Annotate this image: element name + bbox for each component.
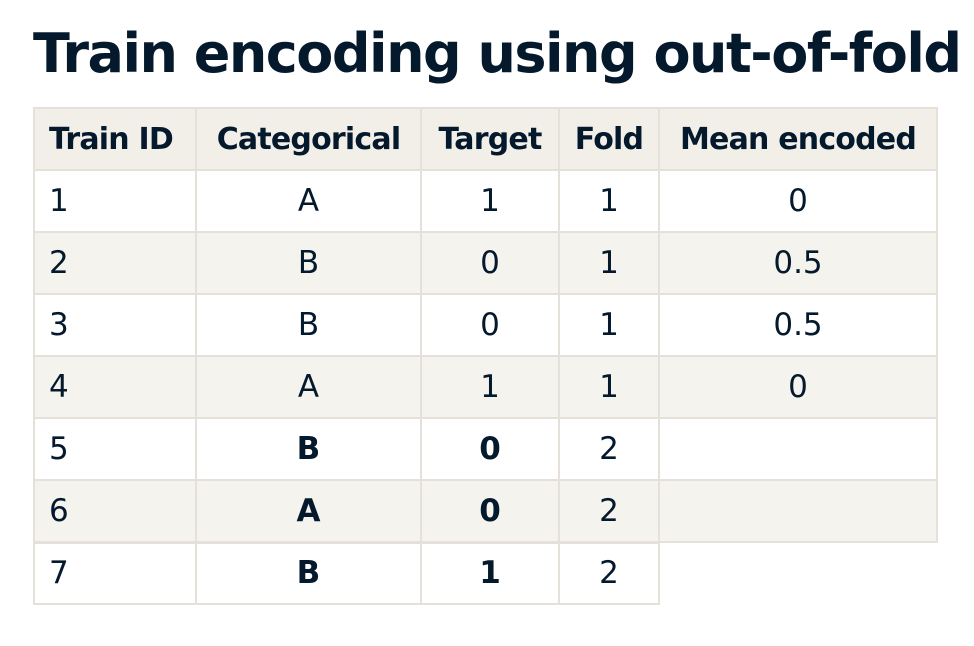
cell-train-id: 3 xyxy=(33,293,197,357)
cell-mean-encoded: 0 xyxy=(658,169,938,233)
table-row: 4 A 1 1 0 xyxy=(33,355,938,419)
header-fold: Fold xyxy=(558,107,660,171)
table-row: 2 B 0 1 0.5 xyxy=(33,231,938,295)
cell-target: 0 xyxy=(420,293,560,357)
page-title: Train encoding using out-of-fold xyxy=(33,22,962,85)
encoding-table: Train ID Categorical Target Fold Mean en… xyxy=(33,107,938,605)
cell-mean-encoded xyxy=(659,542,937,604)
header-categorical: Categorical xyxy=(195,107,422,171)
cell-target: 0 xyxy=(420,479,560,543)
cell-train-id: 2 xyxy=(33,231,197,295)
cell-target: 1 xyxy=(420,355,560,419)
cell-categorical: B xyxy=(195,417,422,481)
cell-target: 1 xyxy=(420,169,560,233)
table-row: 6 A 0 2 xyxy=(33,479,938,543)
cell-train-id: 6 xyxy=(33,479,197,543)
cell-mean-encoded: 0.5 xyxy=(658,293,938,357)
cell-fold: 1 xyxy=(558,293,660,357)
cell-train-id: 5 xyxy=(33,417,197,481)
cell-categorical: B xyxy=(195,293,422,357)
cell-train-id: 1 xyxy=(33,169,197,233)
cell-target: 0 xyxy=(420,417,560,481)
cell-categorical: A xyxy=(195,479,422,543)
cell-fold: 1 xyxy=(558,355,660,419)
cell-categorical: B xyxy=(195,540,422,605)
cell-target: 1 xyxy=(420,540,560,605)
table-row: 3 B 0 1 0.5 xyxy=(33,293,938,357)
cell-fold: 2 xyxy=(558,417,660,481)
cell-categorical: B xyxy=(195,231,422,295)
cell-mean-encoded: 0 xyxy=(658,355,938,419)
cell-fold: 1 xyxy=(558,169,660,233)
header-target: Target xyxy=(420,107,560,171)
table-row: 1 A 1 1 0 xyxy=(33,169,938,233)
header-mean-encoded: Mean encoded xyxy=(658,107,938,171)
table-row: 7 B 1 2 xyxy=(33,540,937,605)
cell-fold: 2 xyxy=(558,479,660,543)
cell-train-id: 4 xyxy=(33,355,197,419)
table-header-row: Train ID Categorical Target Fold Mean en… xyxy=(33,107,938,171)
cell-fold: 1 xyxy=(558,231,660,295)
cell-categorical: A xyxy=(195,169,422,233)
cell-target: 0 xyxy=(420,231,560,295)
cell-categorical: A xyxy=(195,355,422,419)
cell-train-id: 7 xyxy=(33,540,197,605)
cell-mean-encoded: 0.5 xyxy=(658,231,938,295)
cell-fold: 2 xyxy=(558,540,660,605)
table-row: 5 B 0 2 xyxy=(33,417,938,481)
header-train-id: Train ID xyxy=(33,107,197,171)
cell-mean-encoded xyxy=(658,479,938,543)
cell-mean-encoded xyxy=(658,417,938,481)
